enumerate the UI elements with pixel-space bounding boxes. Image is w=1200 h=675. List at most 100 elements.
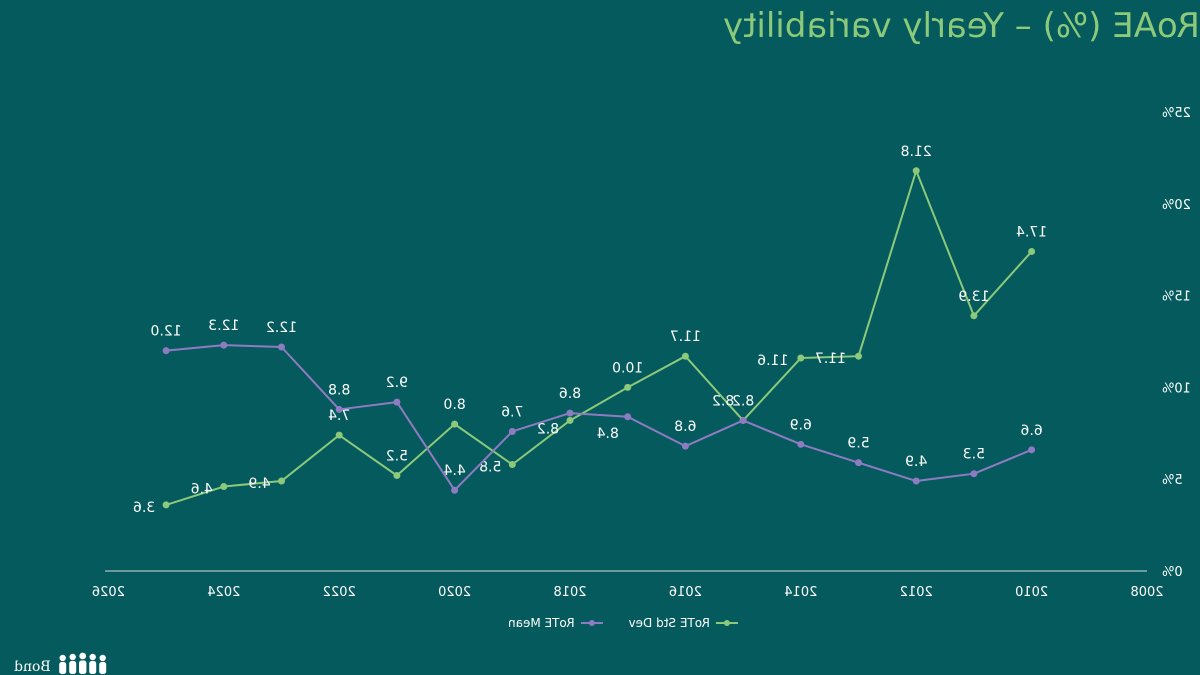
- x-tick-label: 2008: [1130, 585, 1163, 600]
- data-label: 17.4: [1016, 225, 1047, 241]
- x-tick-label: 2018: [553, 585, 586, 600]
- brand-name: Bond: [14, 659, 51, 675]
- data-point: [566, 409, 574, 417]
- data-label: 6.8: [674, 419, 696, 435]
- x-tick-label: 2010: [1015, 585, 1048, 600]
- data-point: [566, 416, 574, 424]
- svg-text:8.2: 8.2: [537, 421, 559, 437]
- svg-text:6.9: 6.9: [790, 417, 812, 433]
- svg-text:2020: 2020: [438, 585, 471, 600]
- data-label: 11.7: [815, 351, 846, 367]
- data-point: [855, 352, 862, 360]
- data-point: [162, 347, 170, 355]
- svg-text:12.0: 12.0: [151, 324, 182, 340]
- svg-text:7.6: 7.6: [501, 404, 523, 420]
- svg-text:5.3: 5.3: [963, 447, 985, 463]
- svg-text:8.8: 8.8: [328, 382, 350, 398]
- data-label: 8.6: [559, 386, 581, 402]
- svg-text:2012: 2012: [900, 585, 933, 600]
- y-tick-label: 20%: [1162, 198, 1191, 213]
- data-point: [855, 459, 862, 467]
- svg-text:5.2: 5.2: [386, 449, 408, 465]
- x-tick-label: 2024: [207, 585, 240, 600]
- data-label: 8.2: [712, 393, 734, 409]
- data-label: 3.6: [133, 500, 155, 516]
- chart-legend: RoTE Std Dev RoTE Mean: [508, 616, 738, 630]
- svg-text:8.0: 8.0: [443, 397, 465, 413]
- data-point: [970, 470, 978, 478]
- svg-text:25%: 25%: [1162, 106, 1191, 121]
- svg-text:8.2: 8.2: [732, 393, 754, 409]
- svg-text:7.4: 7.4: [328, 408, 350, 424]
- legend-swatch-mean: [580, 620, 603, 626]
- data-label: 5.8: [479, 460, 501, 476]
- data-label: 6.9: [790, 417, 812, 433]
- svg-text:2010: 2010: [1015, 585, 1048, 600]
- svg-text:10%: 10%: [1162, 381, 1191, 396]
- svg-text:0%: 0%: [1162, 565, 1183, 580]
- data-label: 21.8: [901, 144, 932, 160]
- x-tick-label: 2022: [323, 585, 356, 600]
- data-label: 11.6: [757, 353, 788, 369]
- data-label: 6.6: [1020, 423, 1042, 439]
- brand-logo: Bond: [14, 652, 109, 675]
- legend-label-mean: RoTE Mean: [508, 616, 575, 630]
- data-label: 4.6: [191, 482, 213, 498]
- svg-text:2022: 2022: [323, 585, 356, 600]
- data-point: [1028, 446, 1036, 454]
- svg-text:10.0: 10.0: [612, 360, 643, 376]
- legend-swatch-std-dev: [715, 620, 738, 626]
- data-point: [681, 442, 689, 450]
- legend-item-std-dev[interactable]: RoTE Std Dev: [629, 616, 738, 630]
- data-point: [912, 167, 920, 175]
- svg-text:2026: 2026: [92, 585, 125, 600]
- svg-text:2024: 2024: [207, 585, 240, 600]
- x-tick-label: 2020: [438, 585, 471, 600]
- y-tick-label: 15%: [1162, 290, 1191, 305]
- data-point: [451, 486, 459, 494]
- data-label: 10.0: [612, 360, 643, 376]
- svg-text:11.7: 11.7: [670, 329, 701, 345]
- series-line-mean: [166, 344, 1032, 492]
- data-label: 5.3: [963, 447, 985, 463]
- people-group-icon: [59, 652, 107, 674]
- svg-text:2008: 2008: [1130, 585, 1163, 600]
- svg-text:11.7: 11.7: [815, 351, 846, 367]
- data-label: 8.4: [596, 426, 618, 442]
- legend-item-mean[interactable]: RoTE Mean: [508, 616, 603, 630]
- data-point: [278, 477, 285, 485]
- data-point: [797, 440, 805, 448]
- data-label: 4.9: [248, 476, 270, 492]
- data-label: 11.7: [670, 329, 701, 345]
- data-label: 7.4: [328, 408, 350, 424]
- svg-text:5.8: 5.8: [479, 460, 501, 476]
- svg-text:8.4: 8.4: [596, 426, 618, 442]
- data-point: [162, 501, 170, 509]
- svg-text:15%: 15%: [1162, 290, 1191, 305]
- svg-text:5%: 5%: [1162, 473, 1183, 488]
- svg-text:12.3: 12.3: [208, 318, 239, 334]
- svg-text:13.9: 13.9: [958, 289, 989, 305]
- data-label: 12.0: [151, 324, 182, 340]
- svg-text:4.9: 4.9: [905, 454, 927, 470]
- data-label: 8.0: [443, 397, 465, 413]
- data-label: 7.6: [501, 404, 523, 420]
- data-point: [508, 461, 516, 469]
- data-point: [681, 352, 689, 360]
- svg-text:2016: 2016: [669, 585, 702, 600]
- svg-text:17.4: 17.4: [1016, 225, 1047, 241]
- data-point: [220, 341, 228, 349]
- series-line-std-dev: [165, 169, 1033, 506]
- svg-text:11.6: 11.6: [757, 353, 788, 369]
- data-label: 12.3: [208, 318, 239, 334]
- data-label: 5.2: [386, 449, 408, 465]
- x-tick-label: 2012: [900, 585, 933, 600]
- data-point: [508, 427, 516, 435]
- data-label: 13.9: [958, 289, 989, 305]
- svg-text:21.8: 21.8: [901, 144, 932, 160]
- data-label: 5.9: [847, 436, 869, 452]
- data-point: [451, 420, 459, 428]
- svg-text:6.6: 6.6: [1020, 423, 1042, 439]
- svg-text:5.9: 5.9: [847, 436, 869, 452]
